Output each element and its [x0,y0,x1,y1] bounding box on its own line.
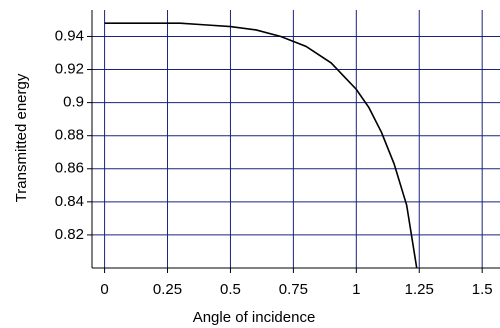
x-tick-label: 1.5 [472,281,493,298]
y-tick-label: 0.82 [55,226,84,243]
x-tick-label: 0.25 [153,281,182,298]
y-tick-label: 0.86 [55,160,84,177]
y-tick-label: 0.92 [55,61,84,78]
y-tick-label: 0.84 [55,193,84,210]
x-tick-label: 0.5 [220,281,241,298]
y-tick-label: 0.9 [63,94,84,111]
line-series [104,22,418,269]
x-axis-label: Angle of incidence [193,309,316,326]
x-tick-label: 1.25 [405,281,434,298]
x-tick-label: 0.75 [279,281,308,298]
y-tick-label: 0.94 [55,27,84,44]
y-tick-label: 0.88 [55,127,84,144]
x-tick-label: 1 [352,281,360,298]
x-tick-label: 0 [100,281,108,298]
y-axis-label: Transmitted energy [13,73,30,202]
